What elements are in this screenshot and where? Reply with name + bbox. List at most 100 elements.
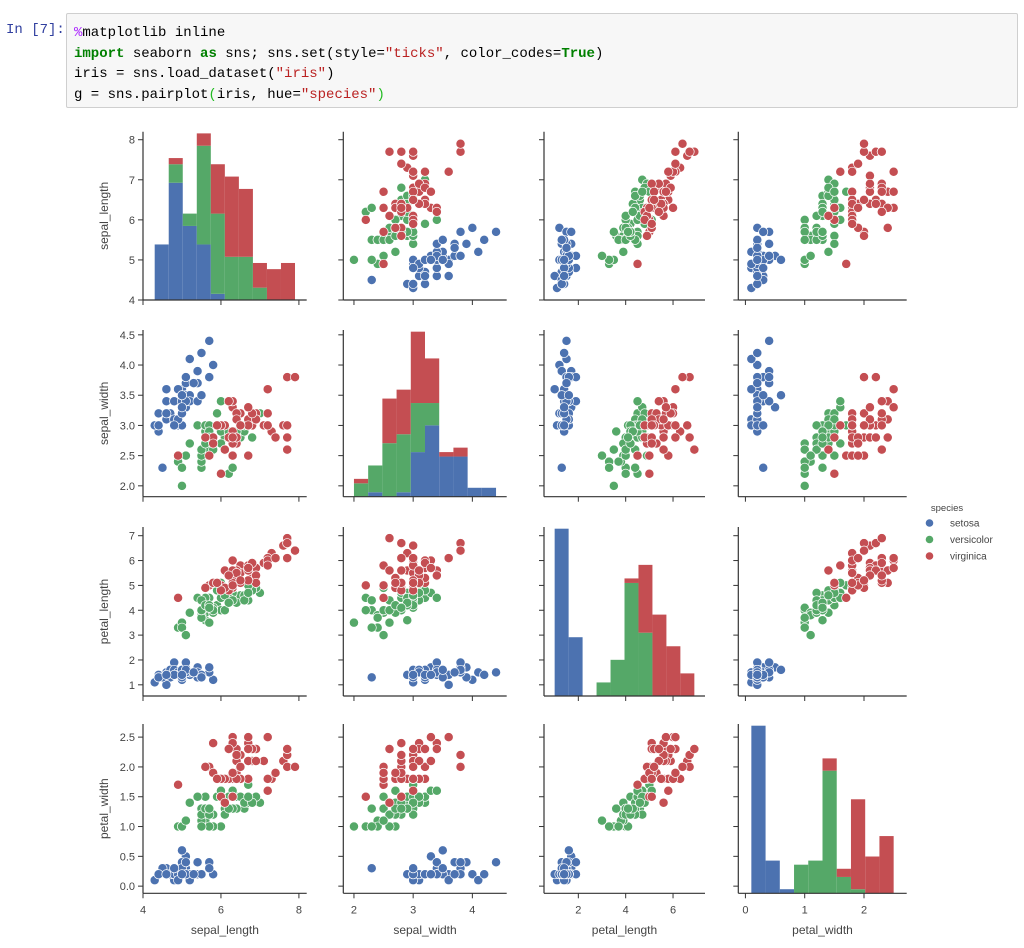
point-setosa — [192, 366, 203, 377]
y-tick-label: 7 — [129, 175, 135, 187]
point-virginica — [835, 420, 846, 431]
point-virginica — [670, 432, 681, 443]
point-virginica — [212, 773, 223, 784]
panel-sepal_width-vs-petal_width — [733, 330, 907, 502]
point-virginica — [677, 372, 688, 383]
point-setosa — [559, 420, 570, 431]
point-virginica — [888, 402, 899, 413]
hist-bar-setosa — [410, 452, 425, 497]
y-tick-label: 5 — [129, 580, 135, 592]
point-virginica — [649, 761, 660, 772]
hist-bar-virginica — [624, 578, 639, 583]
point-virginica — [888, 553, 899, 564]
point-virginica — [208, 738, 219, 749]
hist-bar-versicolor — [596, 682, 611, 696]
point-versicolor — [177, 480, 187, 491]
point-setosa — [461, 238, 472, 249]
point-virginica — [219, 444, 230, 455]
point-setosa — [425, 851, 436, 862]
code-cell[interactable]: %matplotlib inline import seaborn as sns;… — [66, 13, 1018, 108]
code-token: ( — [208, 86, 217, 103]
point-setosa — [467, 869, 478, 880]
point-virginica — [876, 396, 887, 407]
point-virginica — [847, 577, 858, 588]
y-tick-label: 1 — [129, 680, 135, 692]
point-setosa — [746, 354, 757, 364]
point-setosa — [180, 372, 191, 383]
point-virginica — [853, 202, 864, 213]
point-setosa — [431, 857, 442, 868]
point-virginica — [408, 194, 419, 205]
hist-bar-versicolor — [182, 213, 197, 226]
panel-sepal_width-vs-sepal_length: 2.0 2.5 3.0 3.5 4.0 4.5 sepal_width — [97, 330, 307, 502]
point-virginica — [841, 592, 852, 603]
point-virginica — [262, 560, 273, 571]
point-virginica — [663, 785, 674, 796]
hist-bar-versicolor — [850, 889, 866, 894]
point-versicolor — [811, 420, 822, 431]
point-virginica — [876, 146, 887, 157]
point-virginica — [653, 206, 664, 217]
point-virginica — [408, 577, 419, 588]
point-setosa — [556, 462, 567, 473]
point-virginica — [378, 580, 389, 591]
hist-bar-virginica — [879, 836, 894, 894]
point-versicolor — [204, 602, 215, 613]
point-virginica — [649, 194, 660, 205]
point-setosa — [188, 378, 199, 389]
point-virginica — [876, 558, 887, 568]
hist-bar-versicolor — [210, 213, 225, 294]
point-versicolor — [180, 815, 191, 826]
point-virginica — [227, 450, 238, 461]
point-virginica — [200, 761, 211, 772]
y-tick-label: 4.0 — [120, 360, 135, 372]
point-setosa — [764, 657, 775, 668]
point-versicolor — [402, 615, 413, 626]
point-versicolor — [805, 250, 816, 261]
point-setosa — [443, 875, 454, 886]
point-virginica — [200, 432, 211, 443]
point-setosa — [425, 869, 436, 880]
point-virginica — [670, 732, 681, 743]
point-virginica — [455, 138, 466, 149]
hist-bar-virginica — [425, 358, 440, 404]
panel-petal_length-vs-petal_width — [733, 527, 907, 701]
point-virginica — [660, 402, 671, 413]
point-setosa — [192, 857, 203, 868]
y-axis-label: sepal_length — [97, 182, 111, 250]
point-versicolor — [627, 206, 638, 217]
point-setosa — [561, 242, 572, 253]
point-versicolor — [212, 408, 223, 419]
point-versicolor — [366, 803, 377, 814]
point-setosa — [559, 348, 570, 358]
panel-sepal_length-vs-petal_width — [733, 131, 907, 305]
point-virginica — [212, 577, 223, 588]
point-virginica — [262, 384, 273, 395]
y-tick-label: 3.0 — [120, 420, 135, 432]
point-setosa — [764, 238, 775, 249]
point-setosa — [758, 420, 769, 431]
point-versicolor — [243, 587, 254, 598]
x-tick-label: 4 — [623, 904, 629, 916]
point-virginica — [431, 206, 442, 217]
point-virginica — [231, 750, 242, 760]
point-versicolor — [366, 595, 377, 606]
point-versicolor — [805, 630, 816, 641]
hist-bar-virginica — [439, 452, 454, 457]
point-virginica — [396, 553, 407, 564]
point-virginica — [378, 202, 389, 213]
point-virginica — [829, 577, 840, 588]
point-virginica — [262, 785, 273, 796]
hist-bar-versicolor — [368, 465, 383, 493]
point-versicolor — [608, 480, 619, 491]
point-virginica — [227, 555, 238, 566]
point-setosa — [455, 226, 466, 237]
point-virginica — [425, 186, 436, 197]
y-tick-label: 5 — [129, 255, 135, 267]
y-tick-label: 6 — [129, 215, 135, 227]
point-versicolor — [817, 602, 828, 613]
code-token: True — [561, 45, 595, 62]
point-virginica — [431, 570, 442, 581]
point-setosa — [491, 667, 501, 678]
point-virginica — [658, 414, 669, 425]
